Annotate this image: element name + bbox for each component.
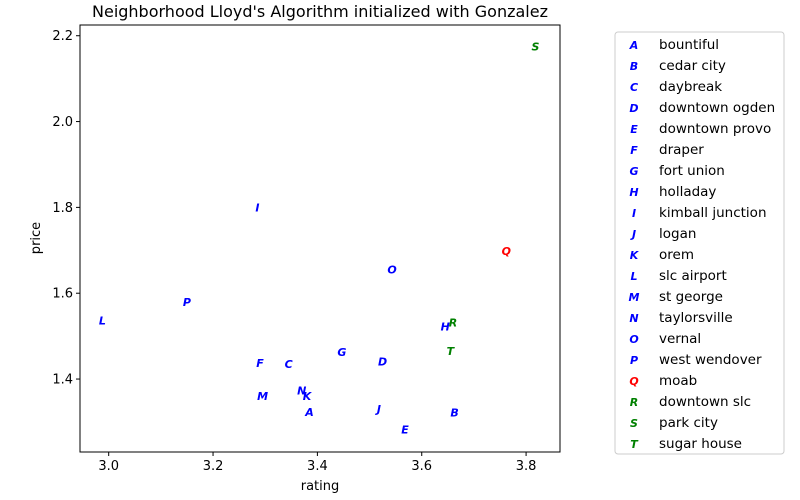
legend-marker-q: Q [629, 375, 638, 388]
legend-marker-j: J [630, 228, 636, 241]
data-point-g: G [337, 346, 346, 359]
legend-marker-r: R [630, 396, 638, 409]
legend-marker-d: D [629, 102, 638, 115]
legend-marker-o: O [629, 333, 638, 346]
y-tick-label: 2.0 [52, 115, 73, 130]
legend-label: moab [659, 373, 697, 389]
x-tick-label: 3.2 [203, 459, 224, 474]
data-point-i: I [255, 201, 259, 214]
data-point-q: Q [502, 245, 511, 258]
y-axis-label: price [29, 222, 44, 254]
legend-label: vernal [659, 331, 701, 347]
data-points: A B C D E F G H I J K L M N O P Q R S T [99, 40, 540, 436]
legend-label: draper [659, 142, 704, 158]
legend-label: orem [659, 247, 694, 263]
data-point-e: E [401, 424, 409, 437]
data-point-d: D [378, 355, 387, 368]
x-tick-label: 3.4 [307, 459, 328, 474]
legend-label: west wendover [659, 352, 762, 368]
data-point-a: A [304, 406, 314, 419]
data-point-m: M [257, 390, 268, 403]
data-point-n: N [297, 385, 306, 398]
y-tick-label: 1.8 [52, 201, 73, 216]
data-point-p: P [183, 296, 191, 309]
legend-marker-l: L [630, 270, 637, 283]
data-point-k: K [303, 390, 313, 403]
data-point-h: H [441, 320, 450, 333]
legend-label: sugar house [659, 436, 742, 452]
data-point-b: B [450, 407, 458, 420]
legend-box [614, 31, 785, 455]
legend-label: fort union [659, 163, 725, 179]
y-tick-label: 1.6 [52, 287, 73, 302]
x-axis-label: rating [301, 479, 340, 494]
legend-marker-m: M [629, 291, 640, 304]
y-tick-label: 1.4 [52, 373, 73, 388]
y-axis: 1.4 1.6 1.8 2.0 2.2 [52, 29, 80, 388]
legend-label: taylorsville [659, 310, 733, 326]
legend-label: downtown slc [659, 394, 751, 410]
data-point-l: L [99, 315, 106, 328]
legend-label: st george [659, 289, 723, 305]
legend-label: kimball junction [659, 205, 767, 221]
legend-marker-f: F [630, 144, 638, 157]
legend-marker-p: P [630, 354, 638, 367]
legend-marker-n: N [629, 312, 638, 325]
plot-area [79, 24, 561, 453]
x-tick-label: 3.8 [516, 459, 537, 474]
legend-label: slc airport [659, 268, 727, 284]
data-point-o: O [387, 264, 396, 277]
data-point-s: S [532, 40, 540, 53]
legend-marker-c: C [630, 81, 638, 94]
legend-marker-e: E [630, 123, 638, 136]
legend-label: bountiful [659, 37, 719, 53]
legend-label: logan [659, 226, 696, 242]
data-point-r: R [449, 316, 457, 329]
x-tick-label: 3.6 [411, 459, 432, 474]
legend-label: daybreak [659, 79, 722, 95]
legend-marker-h: H [629, 186, 638, 199]
data-point-t: T [447, 345, 456, 358]
legend-marker-s: S [630, 417, 638, 430]
legend-label: park city [659, 415, 718, 431]
chart-title: Neighborhood Lloyd's Algorithm initializ… [92, 2, 548, 21]
legend-marker-k: K [630, 249, 640, 262]
data-point-c: C [285, 358, 293, 371]
legend-marker-a: A [629, 39, 639, 52]
legend-label: downtown ogden [659, 100, 775, 116]
data-point-f: F [256, 357, 264, 370]
y-tick-label: 2.2 [52, 29, 73, 44]
data-point-j: J [375, 403, 381, 416]
legend-label: holladay [659, 184, 716, 200]
legend-marker-t: T [630, 438, 639, 451]
legend-marker-i: I [632, 207, 636, 220]
x-axis: 3.0 3.2 3.4 3.6 3.8 [98, 452, 536, 474]
legend-marker-b: B [630, 60, 638, 73]
legend-label: downtown provo [659, 121, 771, 137]
x-tick-label: 3.0 [98, 459, 119, 474]
legend-label: cedar city [659, 58, 726, 74]
legend-marker-g: G [629, 165, 638, 178]
